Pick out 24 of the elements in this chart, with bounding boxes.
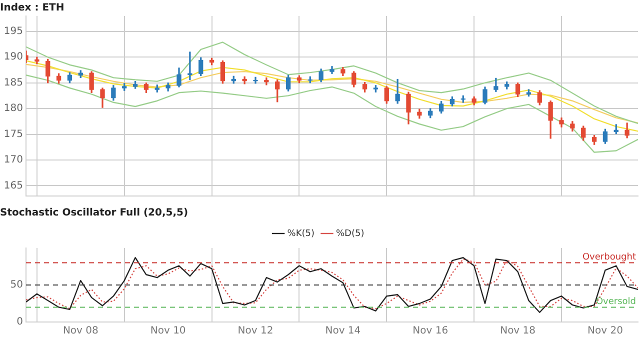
chart-title: Stochastic Oscillator Full (20,5,5): [0, 208, 188, 219]
y-tick-label: 50: [10, 280, 23, 291]
x-tick-label: Nov 16: [412, 326, 448, 337]
legend-label: %D(5): [336, 228, 364, 239]
x-tick-label: Nov 20: [588, 326, 623, 337]
y-tick-label: 185: [4, 77, 23, 88]
y-tick-label: 195: [4, 26, 23, 38]
candlestick: [253, 76, 258, 84]
legend-label: %K(5): [287, 228, 314, 239]
y-tick-label: 170: [4, 154, 23, 166]
x-tick-label: Nov 08: [62, 326, 98, 337]
x-tick-label: Nov 18: [500, 326, 536, 337]
ref-line-label: Overbought: [582, 252, 636, 263]
y-tick-label: 180: [4, 103, 23, 114]
chart-title: Index : ETH: [0, 2, 64, 14]
y-tick-label: 190: [4, 52, 23, 63]
x-tick-label: Nov 10: [150, 326, 186, 337]
x-tick-label: Nov 12: [238, 326, 274, 337]
x-tick-label: Nov 14: [325, 326, 361, 337]
y-tick-label: 165: [4, 180, 23, 192]
y-tick-label: 0: [16, 316, 23, 328]
ref-line-label: Oversold: [596, 297, 636, 308]
y-tick-label: 175: [4, 128, 23, 140]
candlestick: [188, 52, 192, 80]
